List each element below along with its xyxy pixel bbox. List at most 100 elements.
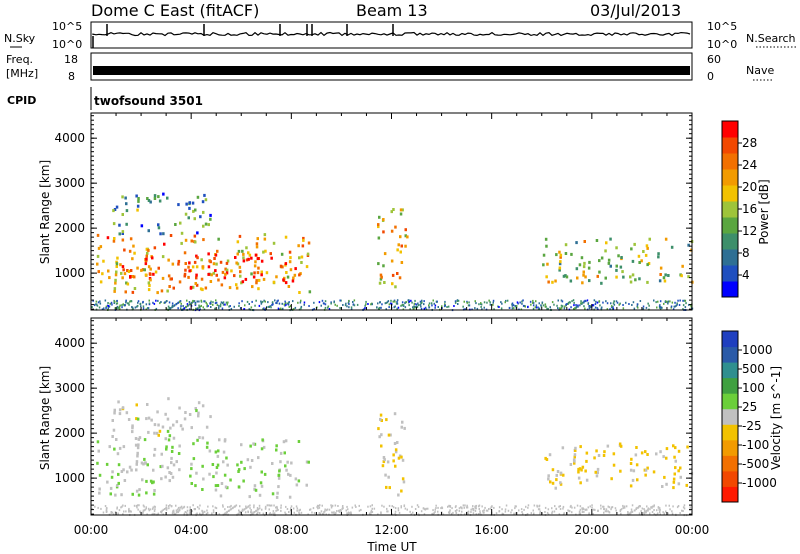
ground-scatter-cell — [586, 299, 589, 302]
echo-cell — [98, 487, 101, 491]
colorbar-swatch — [722, 169, 738, 186]
echo-cell — [153, 447, 157, 451]
ground-scatter-cell — [466, 511, 468, 514]
ground-scatter-cell — [195, 513, 197, 516]
ground-scatter-cell — [146, 307, 149, 310]
echo-cell — [114, 273, 118, 277]
echo-cell — [615, 246, 618, 250]
echo-cell — [137, 493, 141, 497]
ground-scatter-cell — [241, 508, 244, 511]
echo-cell — [397, 243, 400, 247]
ground-scatter-cell — [97, 301, 100, 304]
echo-cell — [129, 269, 133, 272]
ground-scatter-cell — [239, 307, 242, 310]
ground-scatter-cell — [594, 508, 596, 511]
ground-scatter-cell — [551, 301, 554, 304]
echo-cell — [397, 493, 400, 497]
echo-cell — [169, 426, 172, 430]
ground-scatter-cell — [643, 511, 645, 514]
ground-scatter-cell — [434, 510, 436, 513]
echo-cell — [559, 253, 563, 257]
echo-cell — [163, 242, 166, 246]
ground-scatter-cell — [449, 510, 451, 513]
echo-cell — [138, 488, 141, 492]
echo-cell — [125, 209, 129, 213]
ground-scatter-cell — [427, 507, 429, 510]
ground-scatter-cell — [257, 511, 259, 514]
ground-scatter-cell — [623, 506, 625, 509]
ground-scatter-cell — [638, 512, 641, 515]
cpid-text: twofsound 3501 — [94, 94, 203, 108]
ground-scatter-cell — [475, 507, 477, 510]
ground-scatter-cell — [571, 506, 573, 509]
echo-cell — [138, 436, 142, 440]
ground-scatter-cell — [285, 303, 287, 306]
echo-cell — [573, 459, 576, 463]
echo-cell — [131, 257, 134, 261]
echo-cell — [120, 493, 123, 497]
ground-scatter-cell — [250, 511, 253, 514]
freq-unit-label: [MHz] — [6, 67, 38, 80]
ground-scatter-cell — [486, 301, 488, 304]
ground-scatter-cell — [99, 300, 101, 303]
y-tick-label: 2000 — [54, 426, 85, 440]
ground-scatter-cell — [425, 308, 428, 311]
echo-cell — [596, 467, 600, 471]
ground-scatter-cell — [371, 303, 373, 306]
colorbar-tick-label: 28 — [742, 136, 757, 150]
echo-cell — [113, 447, 116, 451]
x-tick-label: 00:00 — [74, 523, 109, 537]
ground-scatter-cell — [171, 304, 174, 307]
echo-cell — [565, 275, 569, 279]
ground-scatter-cell — [197, 307, 199, 310]
colorbar-tick-label: 8 — [742, 246, 750, 260]
ground-scatter-cell — [166, 507, 168, 510]
ground-scatter-cell — [142, 307, 145, 310]
ground-scatter-cell — [203, 300, 205, 303]
echo-cell — [112, 209, 115, 213]
ground-scatter-cell — [268, 512, 271, 515]
echo-cell — [117, 472, 120, 476]
echo-cell — [121, 232, 124, 235]
echo-cell — [279, 460, 282, 464]
ground-scatter-cell — [441, 305, 443, 308]
ground-scatter-cell — [322, 512, 324, 515]
ground-scatter-cell — [402, 304, 404, 307]
echo-cell — [275, 275, 278, 279]
ground-scatter-cell — [507, 509, 510, 512]
colorbar-tick-label: 20 — [742, 180, 757, 194]
ground-scatter-cell — [145, 507, 147, 510]
echo-cell — [308, 290, 312, 294]
ground-scatter-cell — [570, 306, 572, 309]
colorbar-tick-label: 16 — [742, 202, 757, 216]
ground-scatter-cell — [525, 505, 527, 508]
ground-scatter-cell — [177, 508, 179, 511]
echo-cell — [188, 269, 191, 273]
ground-scatter-cell — [671, 512, 674, 515]
ground-scatter-cell — [631, 304, 633, 306]
ground-scatter-cell — [532, 304, 535, 307]
ground-scatter-cell — [268, 504, 270, 507]
ground-scatter-cell — [233, 305, 235, 308]
ground-scatter-cell — [413, 302, 416, 305]
ground-scatter-cell — [504, 508, 507, 511]
echo-cell — [596, 471, 599, 475]
echo-cell — [175, 420, 179, 424]
ground-scatter-cell — [610, 302, 612, 305]
echo-cell — [215, 262, 218, 266]
ground-scatter-cell — [135, 505, 138, 507]
echo-cell — [272, 241, 276, 245]
echo-cell — [674, 466, 677, 470]
ground-scatter-cell — [468, 304, 471, 307]
echo-cell — [183, 417, 187, 421]
echo-cell — [236, 463, 239, 467]
echo-cell — [168, 434, 172, 438]
ground-scatter-cell — [505, 504, 508, 507]
echo-cell — [153, 431, 156, 435]
echo-cell — [96, 254, 100, 258]
ground-scatter-cell — [113, 302, 115, 304]
ground-scatter-cell — [344, 304, 347, 307]
ground-scatter-cell — [155, 307, 158, 310]
ground-scatter-cell — [363, 308, 365, 311]
ground-scatter-cell — [186, 299, 188, 302]
